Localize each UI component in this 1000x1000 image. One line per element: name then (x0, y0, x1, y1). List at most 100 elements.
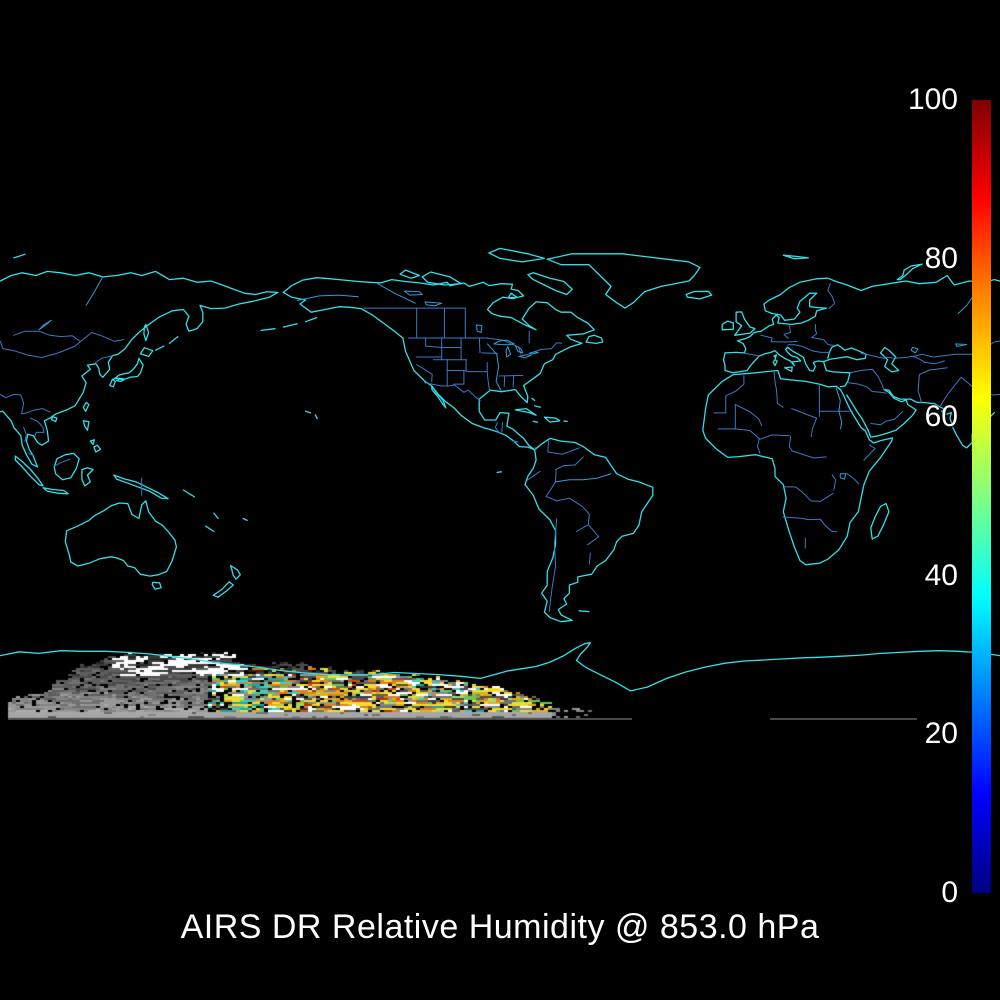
map-path (685, 290, 713, 300)
map-path (760, 334, 773, 343)
map-path (848, 382, 887, 394)
colorbar-tick-label: 20 (924, 717, 958, 751)
map-path (151, 581, 162, 590)
map-path (527, 272, 573, 296)
map-path (835, 387, 843, 430)
map-path (526, 470, 541, 481)
map-path (955, 343, 968, 347)
map-path (849, 368, 885, 391)
map-path (403, 290, 423, 296)
map-path (555, 456, 584, 483)
map-path (229, 564, 241, 580)
map-path (831, 474, 837, 491)
map-path (399, 269, 421, 279)
map-path (496, 471, 503, 474)
map-path (543, 416, 561, 423)
map-path (770, 341, 798, 343)
map-path (822, 344, 867, 374)
map-path (416, 364, 433, 383)
colorbar-tick-label: 0 (941, 876, 958, 909)
map-path (213, 512, 219, 520)
map-path (587, 524, 600, 546)
map-path (64, 500, 178, 577)
map-path (717, 404, 736, 430)
map-path (548, 518, 558, 613)
map-path (514, 345, 524, 354)
map-path (93, 444, 102, 453)
map-path (282, 323, 298, 328)
map-path (702, 369, 894, 566)
map-path (501, 422, 503, 433)
map-path (811, 323, 834, 346)
map-path (493, 339, 515, 346)
map-path (810, 417, 818, 438)
map-path (488, 247, 546, 263)
map-path (757, 438, 761, 455)
map-path (116, 378, 125, 383)
map-path (0, 393, 51, 415)
map-path (839, 473, 847, 480)
map-path (744, 352, 760, 357)
map-path (95, 355, 113, 363)
map-path (0, 270, 279, 296)
map-path (578, 610, 590, 613)
map-path (503, 375, 506, 388)
map-path (713, 375, 745, 414)
map-path (585, 334, 604, 345)
map-path (242, 517, 248, 522)
map-path (425, 337, 443, 348)
map-path (304, 410, 312, 414)
map-path (53, 458, 71, 467)
map-path (487, 343, 502, 392)
map-path (783, 486, 834, 502)
colorbar-tick-label: 100 (907, 83, 958, 116)
map-path (23, 427, 27, 442)
map-path (846, 388, 917, 438)
map-path (512, 375, 515, 388)
map-path (534, 446, 537, 451)
chart-title: AIRS DR Relative Humidity @ 853.0 hPa (180, 908, 820, 946)
map-path (260, 328, 276, 332)
coastlines-layer (0, 247, 1000, 692)
map-path (109, 378, 116, 388)
map-path (168, 335, 179, 345)
map-path (734, 311, 756, 336)
map-path (827, 283, 836, 310)
map-path (282, 291, 536, 451)
map-path (531, 397, 536, 402)
map-path (81, 467, 94, 487)
map-path (532, 420, 539, 423)
map-path (721, 320, 734, 331)
map-path (204, 525, 215, 533)
map-path (494, 422, 501, 434)
map-path (910, 347, 919, 354)
map-path (722, 277, 862, 374)
map-path (182, 489, 196, 498)
map-path (555, 473, 612, 483)
colorbar-tick-label: 40 (924, 558, 958, 592)
map-path (42, 487, 69, 495)
map-path (113, 357, 144, 380)
map-path (917, 374, 923, 404)
map-path (113, 474, 169, 500)
map-path (819, 518, 838, 533)
map-path (431, 385, 447, 409)
colorbar-tick-label: 60 (924, 400, 958, 434)
map-path (910, 355, 945, 365)
map-path (82, 401, 90, 413)
map-path (524, 437, 654, 623)
map-path (514, 407, 537, 416)
map-path (13, 253, 26, 259)
map-path (518, 354, 532, 359)
map-path (154, 345, 165, 351)
map-path (85, 276, 104, 306)
map-path (939, 376, 962, 407)
map-path (50, 416, 58, 423)
map-path (758, 346, 825, 372)
map-path (784, 366, 793, 373)
map-path (421, 271, 462, 286)
map-path (505, 346, 512, 358)
